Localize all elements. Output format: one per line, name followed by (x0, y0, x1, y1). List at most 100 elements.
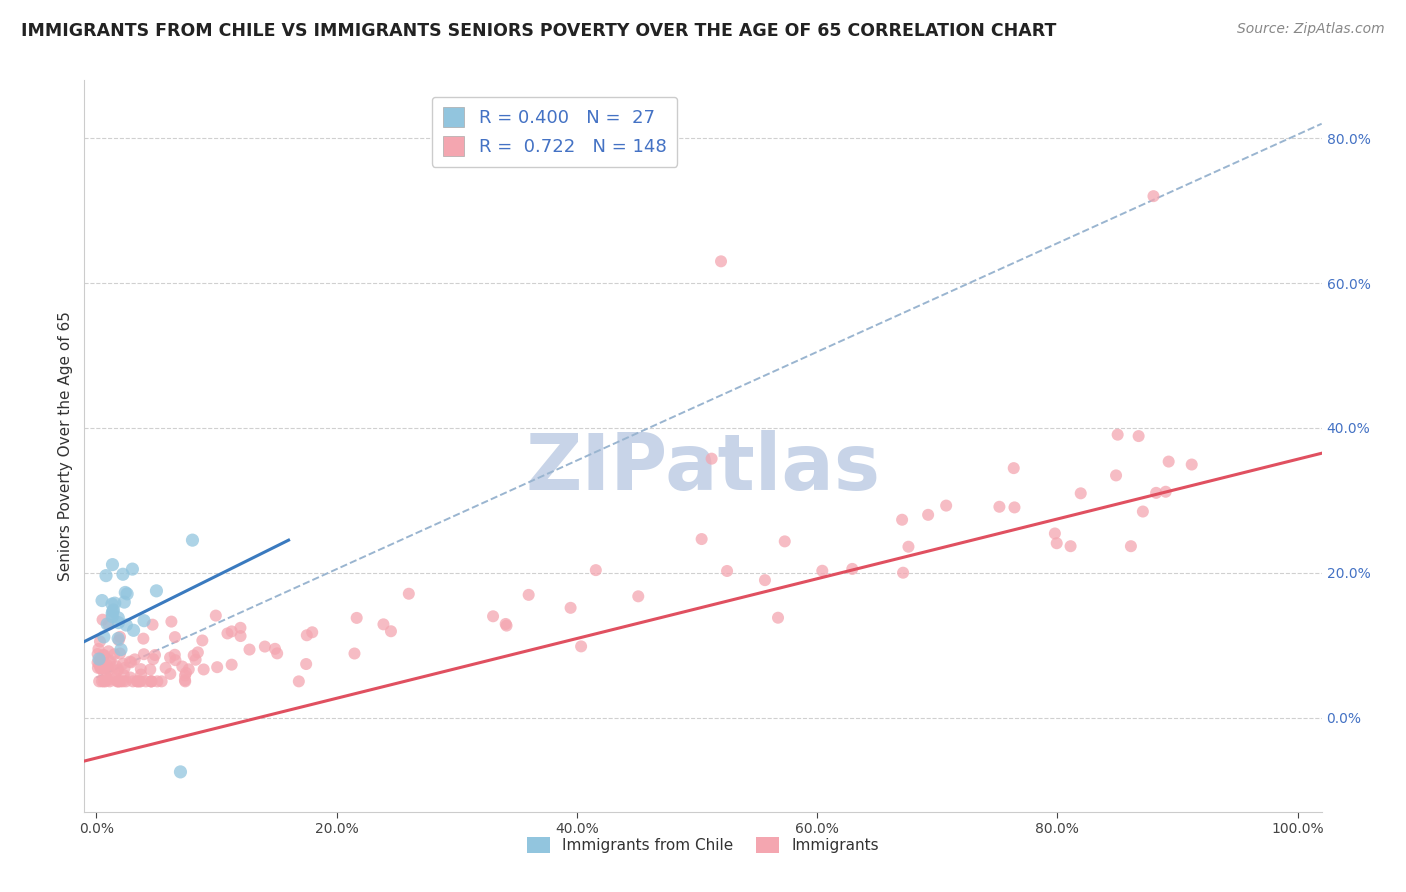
Point (94, 674, 117, 689)
Point (301, 625, 323, 640)
Point (115, 618, 138, 632)
Point (124, 652, 146, 666)
Point (87, 642, 110, 657)
Point (160, 615, 183, 629)
Point (96, 657, 118, 672)
Point (91, 593, 114, 607)
Point (766, 611, 789, 625)
Point (229, 629, 252, 643)
Point (1105, 468, 1128, 483)
Point (482, 609, 505, 624)
Point (91, 613, 114, 627)
Point (1043, 526, 1066, 541)
Point (346, 611, 368, 625)
Point (135, 674, 157, 689)
Point (811, 564, 834, 578)
Point (110, 674, 132, 689)
Point (89, 674, 111, 689)
Point (253, 640, 276, 654)
Point (114, 661, 136, 675)
Point (560, 600, 582, 615)
Point (93, 648, 115, 662)
Point (86, 647, 108, 661)
Point (917, 508, 939, 522)
Point (221, 624, 243, 639)
Point (754, 573, 776, 587)
Point (127, 674, 149, 689)
Point (118, 655, 141, 669)
Point (98, 673, 121, 687)
Point (89, 661, 111, 675)
Point (101, 558, 124, 572)
Point (122, 674, 145, 689)
Point (204, 608, 226, 623)
Point (398, 587, 420, 601)
Point (115, 587, 138, 601)
Point (111, 567, 134, 582)
Point (103, 603, 125, 617)
Point (169, 764, 191, 779)
Point (229, 621, 252, 635)
Point (93, 630, 115, 644)
Point (143, 648, 166, 662)
Point (891, 566, 914, 580)
Point (141, 617, 163, 632)
Point (1004, 500, 1026, 515)
Point (495, 618, 517, 632)
Point (177, 662, 200, 676)
Point (1157, 454, 1180, 468)
Point (1119, 539, 1142, 553)
Point (89, 657, 111, 672)
Point (295, 657, 318, 671)
Point (108, 630, 131, 644)
Point (105, 674, 128, 689)
Point (98, 674, 121, 689)
Point (1059, 539, 1081, 553)
Point (115, 674, 138, 689)
Point (90, 661, 112, 675)
Point (93, 666, 115, 681)
Point (627, 590, 650, 604)
Point (87, 652, 110, 666)
Point (891, 513, 914, 527)
Point (120, 671, 142, 685)
Point (495, 616, 517, 631)
Point (97, 662, 120, 676)
Point (87, 661, 110, 675)
Point (114, 585, 136, 599)
Point (174, 673, 197, 687)
Point (1070, 486, 1092, 500)
Point (690, 532, 713, 546)
Point (97, 644, 120, 658)
Point (101, 597, 124, 611)
Point (108, 633, 131, 648)
Point (96, 617, 118, 632)
Point (155, 661, 177, 675)
Point (585, 563, 607, 577)
Point (1144, 486, 1167, 500)
Point (1132, 504, 1154, 518)
Point (105, 664, 128, 678)
Point (94, 568, 117, 582)
Point (107, 632, 129, 646)
Point (174, 674, 197, 689)
Point (988, 500, 1011, 514)
Point (1154, 484, 1177, 499)
Point (150, 674, 173, 689)
Point (104, 671, 127, 685)
Point (184, 653, 207, 667)
Point (97, 663, 120, 677)
Point (129, 667, 152, 681)
Point (107, 674, 129, 689)
Point (101, 607, 124, 621)
Point (159, 650, 181, 665)
Point (93, 674, 115, 689)
Point (127, 674, 149, 689)
Point (105, 659, 128, 673)
Point (107, 615, 129, 630)
Point (121, 562, 143, 576)
Point (112, 657, 135, 671)
Point (373, 617, 395, 632)
Point (710, 254, 733, 268)
Point (96, 670, 118, 684)
